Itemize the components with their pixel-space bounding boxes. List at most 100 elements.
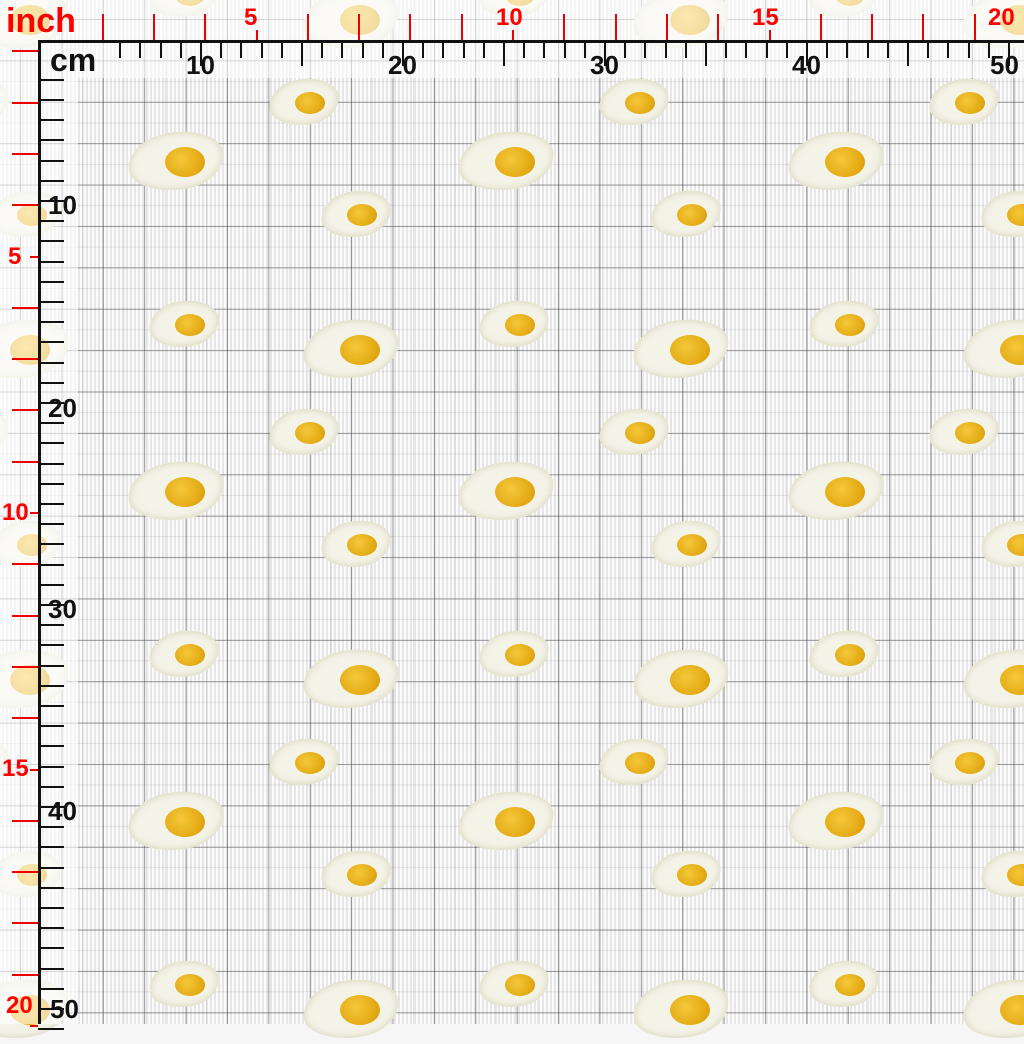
- cm-tick-left: [38, 563, 64, 566]
- cm-tick-top: [705, 40, 707, 66]
- cm-tick-left: [38, 846, 64, 849]
- cm-tick-top: [886, 40, 889, 58]
- cm-tick-top: [503, 40, 505, 66]
- left-cm-label: 30: [48, 594, 77, 624]
- left-inch-label: 15: [2, 755, 29, 782]
- cm-tick-top: [482, 40, 485, 58]
- cm-tick-left: [38, 826, 64, 829]
- cm-tick-top: [664, 40, 667, 58]
- cm-tick-left: [38, 179, 64, 182]
- cm-tick-left: [38, 361, 64, 364]
- cm-tick-top: [644, 40, 647, 58]
- cm-tick-left: [38, 705, 64, 707]
- cm-tick-left: [38, 684, 64, 687]
- inch-tick-left: [12, 922, 38, 925]
- cm-tick-left: [38, 462, 64, 465]
- cm-tick-left: [38, 987, 64, 990]
- cm-tick-top: [563, 40, 566, 58]
- inch-tick-left: [12, 665, 38, 668]
- cm-tick-left: [38, 644, 64, 647]
- inch-tick-left: [12, 50, 38, 53]
- left-cm-label: 20: [48, 393, 77, 423]
- inch-tick-top: [306, 14, 309, 40]
- cm-tick-left: [38, 624, 64, 627]
- cm-tick-left: [38, 664, 64, 667]
- inch-tick-top: [409, 14, 412, 40]
- cm-tick-left: [38, 78, 64, 81]
- cm-tick-top: [179, 40, 182, 58]
- cm-tick-left: [38, 745, 64, 748]
- cm-tick-left: [38, 806, 64, 808]
- cm-tick-top: [765, 40, 768, 58]
- top-cm-label: 50: [990, 50, 1019, 80]
- cm-tick-top: [361, 40, 364, 58]
- inch-tick-left: [12, 204, 38, 207]
- cm-tick-left: [38, 260, 64, 263]
- left-cm-label: 40: [48, 796, 77, 826]
- cm-tick-left: [38, 99, 64, 101]
- cm-tick-top: [927, 40, 930, 58]
- inch-tick-left: [12, 358, 38, 361]
- cm-tick-left: [38, 139, 64, 142]
- cm-tick-top: [907, 40, 909, 66]
- inch-tick-left: [30, 1025, 38, 1027]
- cm-tick-left: [38, 422, 64, 425]
- cm-ruler-left-line: [38, 40, 41, 1024]
- inch-tick-left: [12, 614, 38, 617]
- inch-tick-left: [30, 255, 38, 258]
- cm-tick-top: [200, 40, 202, 66]
- cm-tick-left: [38, 321, 64, 324]
- inch-tick-top: [819, 14, 822, 40]
- top-inch-label: 15: [752, 4, 779, 31]
- cm-tick-top: [139, 40, 142, 58]
- inch-tick-left: [12, 101, 38, 104]
- cm-tick-top: [462, 40, 465, 58]
- inch-tick-top: [922, 14, 925, 40]
- cm-tick-left: [38, 119, 64, 122]
- cm-tick-top: [866, 40, 869, 58]
- cm-tick-top: [321, 40, 324, 58]
- inch-tick-left: [12, 819, 38, 822]
- cm-tick-top: [947, 40, 950, 58]
- inch-unit-label: inch: [6, 2, 76, 40]
- cm-tick-top: [967, 40, 970, 58]
- inch-tick-left: [12, 152, 38, 155]
- cm-tick-top: [159, 40, 162, 58]
- inch-tick-left: [30, 512, 38, 514]
- cm-tick-left: [38, 725, 64, 728]
- inch-tick-left: [30, 768, 38, 771]
- cm-tick-top: [341, 40, 344, 58]
- cm-unit-label: cm: [50, 42, 97, 78]
- inch-tick-top: [717, 14, 720, 40]
- top-inch-label: 20: [988, 4, 1015, 31]
- cm-tick-top: [604, 40, 606, 66]
- cm-tick-top: [402, 40, 404, 66]
- cm-tick-top: [381, 40, 384, 58]
- cm-tick-top: [523, 40, 526, 58]
- cm-tick-left: [38, 200, 64, 202]
- cm-tick-left: [38, 482, 64, 485]
- inch-tick-top: [460, 14, 463, 40]
- cm-tick-left: [38, 543, 64, 546]
- inch-tick-top: [768, 30, 771, 40]
- cm-tick-left: [38, 1008, 64, 1010]
- cm-tick-left: [38, 523, 64, 526]
- inch-tick-left: [12, 717, 38, 720]
- cm-ruler-top-line: [38, 40, 1024, 43]
- inch-tick-top: [101, 14, 104, 40]
- inch-tick-top: [255, 30, 258, 40]
- cm-tick-left: [38, 301, 64, 303]
- cm-tick-top: [745, 40, 748, 58]
- inch-tick-top: [614, 14, 617, 40]
- top-inch-label: 5: [244, 4, 258, 31]
- cm-tick-top: [1008, 40, 1010, 66]
- cm-tick-left: [38, 927, 64, 930]
- cm-tick-top: [240, 40, 243, 58]
- left-cm-label: 10: [48, 190, 77, 220]
- cm-tick-top: [442, 40, 445, 58]
- inch-tick-top: [152, 14, 155, 40]
- cm-tick-top: [583, 40, 586, 58]
- cm-tick-top: [422, 40, 425, 58]
- cm-tick-top: [987, 40, 990, 58]
- cm-tick-top: [725, 40, 728, 58]
